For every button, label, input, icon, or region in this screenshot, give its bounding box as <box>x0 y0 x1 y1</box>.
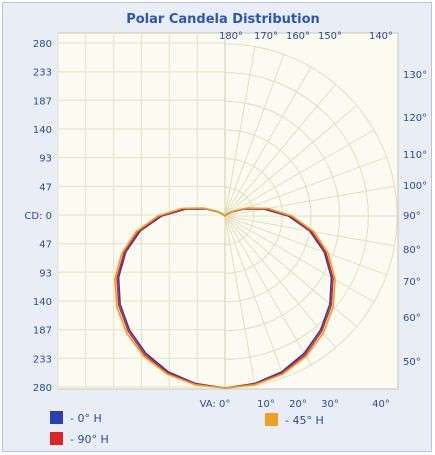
bottom-angle-label: VA: 0° <box>200 399 231 410</box>
y-tick-label: 280 <box>33 383 52 394</box>
top-angle-label: 180° <box>219 31 243 42</box>
angle-labels: 180° 170° 160° 150° 140° 130° 120° 110° 100° 90° 8… <box>200 31 427 410</box>
y-tick-label: 47 <box>39 240 52 251</box>
series-line-3 <box>114 207 336 389</box>
grid-radial <box>224 156 387 217</box>
grid-radial <box>224 129 375 217</box>
legend-swatch <box>50 432 63 445</box>
right-angle-label: 110° <box>403 150 427 161</box>
y-axis-labels: 280 233 187 140 93 47 CD: 0 47 93 140 187 233 280 <box>24 39 52 394</box>
right-angle-label: 50° <box>403 357 421 368</box>
grid-radial <box>224 105 358 217</box>
right-angle-label: 70° <box>403 277 421 288</box>
right-angle-label: 100° <box>403 181 427 192</box>
polar-chart: Polar Candela Distribution 280 233 187 140 9… <box>24 12 427 446</box>
chart-title: Polar Candela Distribution <box>126 12 320 27</box>
grid-radial <box>224 215 285 378</box>
grid-radial <box>224 185 395 217</box>
top-angle-label: 160° <box>286 31 310 42</box>
y-tick-label: 140 <box>33 297 52 308</box>
bottom-angle-label: 30° <box>321 399 339 410</box>
y-tick-label: 187 <box>33 326 52 337</box>
grid-radial <box>224 215 312 366</box>
grid-radial <box>224 215 375 303</box>
top-angle-label: 170° <box>254 31 278 42</box>
legend-label: - 45° H <box>285 414 324 427</box>
legend-label: - 90° H <box>70 433 109 446</box>
y-tick-label: 280 <box>33 39 52 50</box>
y-tick-label: 233 <box>33 354 52 365</box>
legend: - 0° H - 90° H - 45° H <box>50 411 324 446</box>
legend-swatch <box>50 411 63 424</box>
y-tick-label: 187 <box>33 96 52 107</box>
bottom-angle-label: 10° <box>257 399 275 410</box>
grid-radial <box>224 215 387 276</box>
bottom-angle-label: 20° <box>289 399 307 410</box>
legend-swatch <box>265 413 278 426</box>
y-tick-label: 233 <box>33 68 52 79</box>
grid-radial <box>224 66 312 217</box>
right-angle-label: 120° <box>403 113 427 124</box>
right-angle-label: 60° <box>403 313 421 324</box>
right-angle-label: 90° <box>403 211 421 222</box>
legend-label: - 0° H <box>70 412 102 425</box>
y-tick-label: 93 <box>39 154 52 165</box>
top-angle-label: 140° <box>369 31 393 42</box>
right-angle-label: 130° <box>403 70 427 81</box>
grid-radial <box>224 46 256 217</box>
grid-radial <box>224 215 358 327</box>
grid-radial <box>224 83 336 217</box>
chart-frame: Polar Candela Distribution 280 233 187 140 9… <box>2 2 432 452</box>
y-tick-label: 47 <box>39 182 52 193</box>
grid-radial <box>224 54 285 217</box>
top-angle-label: 150° <box>318 31 342 42</box>
y-tick-label: 93 <box>39 268 52 279</box>
right-angle-label: 80° <box>403 245 421 256</box>
bottom-angle-label: 40° <box>372 399 390 410</box>
y-tick-label: CD: 0 <box>24 211 52 222</box>
grid-radial <box>224 215 336 349</box>
series-group <box>114 207 336 389</box>
grid-radial <box>224 215 256 386</box>
y-tick-label: 140 <box>33 125 52 136</box>
